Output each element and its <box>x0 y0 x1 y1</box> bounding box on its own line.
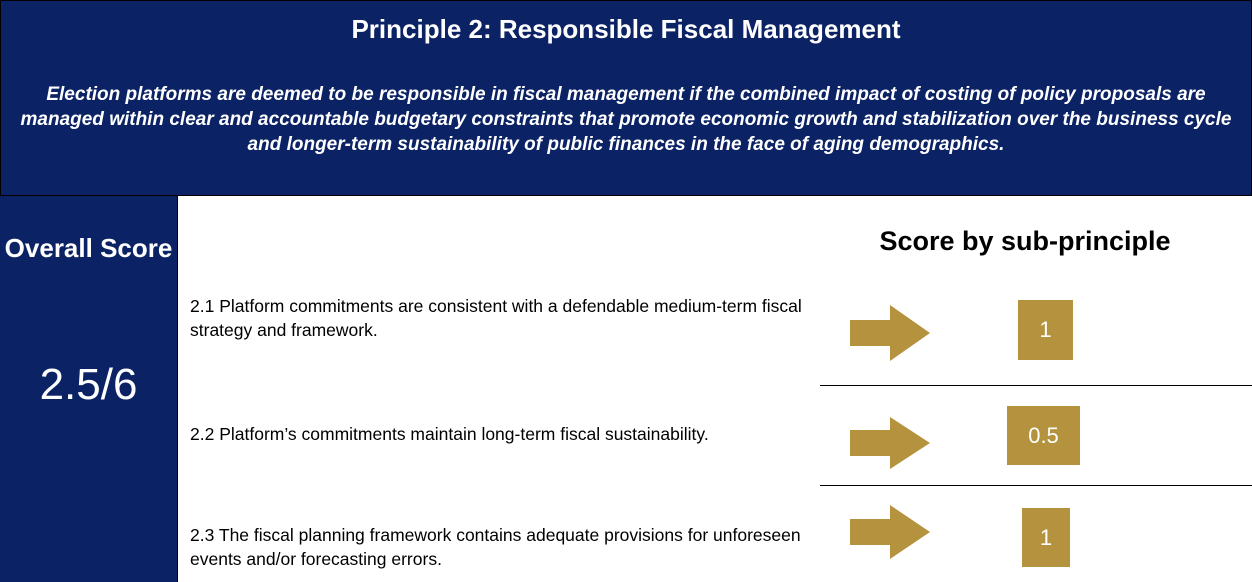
overall-score: 2.5/6 <box>39 360 138 409</box>
title: Principle 2: Responsible Fiscal Manageme… <box>351 14 901 44</box>
arrow <box>850 305 930 361</box>
header <box>0 0 1252 196</box>
description: Election platforms are deemed to be resp… <box>20 84 1232 155</box>
sub-principle-text: 2.3 The fiscal planning framework contai… <box>190 525 801 569</box>
score-box: 1 <box>1022 508 1070 567</box>
arrow <box>850 505 930 559</box>
overall-label: Overall Score <box>4 233 173 263</box>
overall-panel <box>0 196 178 582</box>
divider <box>820 385 1252 386</box>
sub-heading: Score by sub-principle <box>879 226 1171 256</box>
sub-principle-text: 2.2 Platform’s commitments maintain long… <box>190 424 709 444</box>
divider <box>820 485 1252 486</box>
arrow <box>850 417 930 469</box>
score-box: 0.5 <box>1007 406 1080 465</box>
sub-principle-text: 2.1 Platform commitments are consistent … <box>190 296 802 340</box>
score-box: 1 <box>1018 300 1073 360</box>
